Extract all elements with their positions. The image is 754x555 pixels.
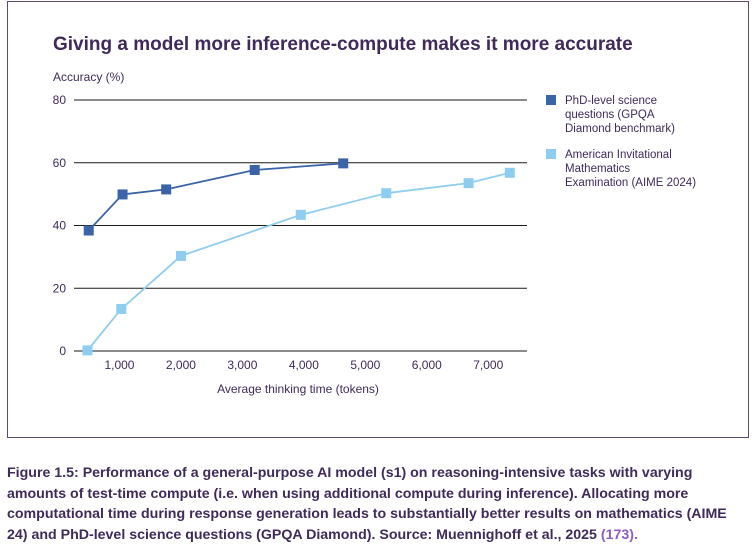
legend-swatch-1 <box>546 149 556 159</box>
data-point-series-1 <box>175 250 186 261</box>
figure-caption: Figure 1.5: Performance of a general-pur… <box>7 463 747 545</box>
legend-label-0: questions (GPQA <box>565 109 655 121</box>
legend-label-1: American Invitational <box>565 149 672 161</box>
figure-caption-text: Performance of a general-purpose AI mode… <box>7 465 727 543</box>
axis-layer: 0 20 40 60 80 1,000 2,000 3,000 4,000 5,000 6,000 7… <box>53 70 504 396</box>
figure-frame <box>7 1 749 438</box>
series-line-1 <box>86 171 510 351</box>
legend: PhD-level science questions (GPQA Diamond … <box>546 95 696 189</box>
y-tick-label: 0 <box>59 344 66 358</box>
x-tick-label: 3,000 <box>227 358 257 372</box>
y-axis-title: Accuracy (%) <box>53 70 124 84</box>
y-tick-label: 80 <box>53 93 67 107</box>
x-tick-label: 1,000 <box>104 358 134 372</box>
figure-label: Figure 1.5: <box>7 465 79 481</box>
legend-label-0: PhD-level science <box>565 95 657 107</box>
data-point-series-1 <box>463 178 474 189</box>
x-tick-label: 4,000 <box>289 358 319 372</box>
legend-label-1: Examination (AIME 2024) <box>565 177 696 189</box>
x-axis-title: Average thinking time (tokens) <box>217 382 379 396</box>
data-point-series-1 <box>504 167 515 178</box>
data-point-series-1 <box>295 209 306 220</box>
citation-link[interactable]: (173). <box>600 526 638 543</box>
x-tick-label: 5,000 <box>350 358 380 372</box>
y-tick-label: 20 <box>53 281 67 295</box>
data-point-series-0 <box>161 184 172 195</box>
data-point-series-0 <box>117 189 128 200</box>
data-point-series-1 <box>82 345 93 356</box>
x-tick-label: 6,000 <box>412 358 442 372</box>
legend-label-0: Diamond benchmark) <box>565 123 675 135</box>
data-point-series-0 <box>83 225 94 236</box>
chart-title: Giving a model more inference-compute ma… <box>53 34 633 55</box>
data-point-series-1 <box>381 188 392 199</box>
legend-label-1: Mathematics <box>565 163 630 175</box>
legend-swatch-0 <box>546 95 556 105</box>
data-point-series-0 <box>338 158 349 169</box>
x-tick-label: 2,000 <box>166 358 196 372</box>
y-tick-label: 60 <box>53 156 67 170</box>
grid-layer <box>74 99 527 352</box>
series-layer <box>82 158 515 356</box>
data-point-series-1 <box>116 303 127 314</box>
x-tick-label: 7,000 <box>473 358 503 372</box>
y-tick-label: 40 <box>53 219 67 233</box>
data-point-series-0 <box>249 164 260 175</box>
line-chart: 0 20 40 60 80 1,000 2,000 3,000 4,000 5,000 6,000 7… <box>53 70 697 396</box>
